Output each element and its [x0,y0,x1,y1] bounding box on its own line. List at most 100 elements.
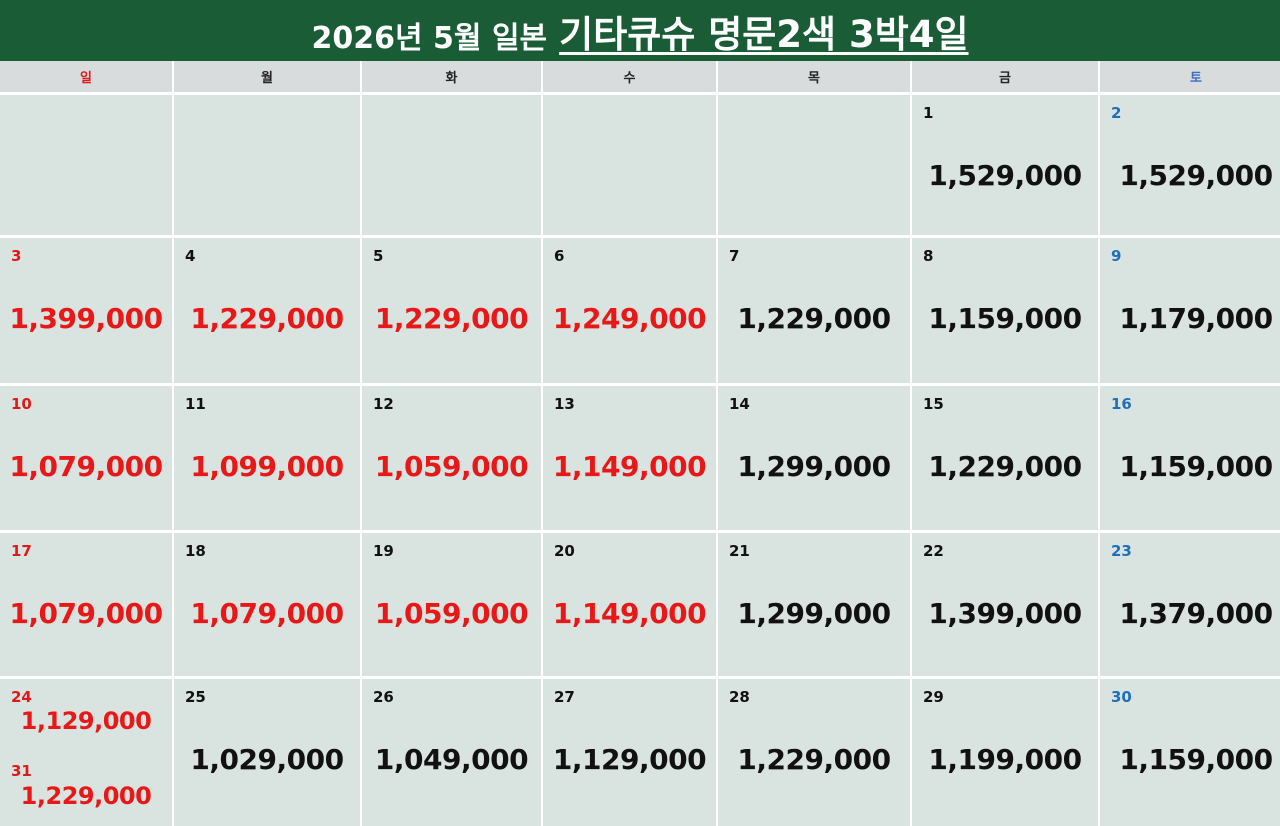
tour-price: 1,229,000 [737,743,891,776]
weekday-header-thu: 목 [718,61,910,92]
calendar-day-cell: 3 1,399,000 [0,238,172,383]
day-number: 24 [11,688,32,706]
calendar-day-cell: 16 1,159,000 [1100,386,1280,530]
tour-price: 1,029,000 [190,743,344,776]
day-number: 5 [373,247,384,265]
tour-price: 1,179,000 [1119,302,1273,335]
calendar-day-cell: 5 1,229,000 [362,238,541,383]
calendar-day-cell: 12 1,059,000 [362,386,541,530]
weekday-header-tue: 화 [362,61,541,92]
weekday-header-sat: 토 [1100,61,1280,92]
calendar-day-cell: 22 1,399,000 [912,533,1098,676]
tour-price: 1,049,000 [374,743,529,776]
tour-price: 1,079,000 [190,597,344,630]
tour-price: 1,249,000 [552,302,707,335]
day-number: 2 [1111,104,1122,122]
day-number: 16 [1111,395,1132,413]
weekday-header-mon: 월 [174,61,360,92]
tour-price: 1,149,000 [552,597,707,630]
day-number: 13 [554,395,575,413]
calendar-day-cell: 20 1,149,000 [543,533,716,676]
day-number: 10 [11,395,32,413]
tour-price: 1,229,000 [374,302,529,335]
tour-price: 1,129,000 [20,707,152,735]
day-number: 1 [923,104,934,122]
day-number: 25 [185,688,206,706]
tour-price: 1,299,000 [737,597,891,630]
tour-price: 1,299,000 [737,450,891,483]
day-number: 4 [185,247,196,265]
weekday-header-fri: 금 [912,61,1098,92]
calendar-day-cell: 8 1,159,000 [912,238,1098,383]
calendar-empty-cell [543,95,716,235]
weekday-header-wed: 수 [543,61,716,92]
day-number: 27 [554,688,575,706]
calendar-day-cell: 10 1,079,000 [0,386,172,530]
tour-price: 1,129,000 [552,743,707,776]
day-number: 3 [11,247,22,265]
day-number: 23 [1111,542,1132,560]
day-number: 7 [729,247,740,265]
tour-price: 1,229,000 [190,302,344,335]
day-number: 6 [554,247,565,265]
calendar-day-cell: 19 1,059,000 [362,533,541,676]
calendar-day-cell: 26 1,049,000 [362,679,541,826]
day-number: 9 [1111,247,1122,265]
calendar-empty-cell [0,95,172,235]
tour-price: 1,079,000 [9,597,163,630]
calendar-day-cell: 18 1,079,000 [174,533,360,676]
tour-price: 1,529,000 [928,159,1082,192]
tour-price: 1,159,000 [928,302,1082,335]
calendar-day-cell: 23 1,379,000 [1100,533,1280,676]
day-number: 18 [185,542,206,560]
calendar-day-cell: 9 1,179,000 [1100,238,1280,383]
tour-price: 1,399,000 [9,302,163,335]
day-number: 26 [373,688,394,706]
tour-price: 1,059,000 [374,597,529,630]
tour-price: 1,229,000 [737,302,891,335]
day-number: 28 [729,688,750,706]
calendar-day-cell: 15 1,229,000 [912,386,1098,530]
day-number: 17 [11,542,32,560]
calendar-day-cell: 28 1,229,000 [718,679,910,826]
calendar-day-cell: 4 1,229,000 [174,238,360,383]
calendar-day-cell: 1 1,529,000 [912,95,1098,235]
calendar-day-cell: 7 1,229,000 [718,238,910,383]
tour-price: 1,159,000 [1119,743,1273,776]
tour-price: 1,229,000 [20,782,152,810]
calendar-grid: 일 월 화 수 목 금 토 1 1,529,000 2 1,529,000 3 1,399… [0,61,1280,826]
calendar-day-cell: 25 1,029,000 [174,679,360,826]
title-main: 기타큐슈 명문2색 3박4일 [559,12,969,56]
day-number: 8 [923,247,934,265]
calendar-day-cell: 2 1,529,000 [1100,95,1280,235]
day-number: 15 [923,395,944,413]
tour-price: 1,149,000 [552,450,707,483]
calendar-day-cell: 13 1,149,000 [543,386,716,530]
tour-price: 1,099,000 [190,450,344,483]
calendar-empty-cell [174,95,360,235]
tour-price: 1,159,000 [1119,450,1273,483]
calendar-day-cell: 6 1,249,000 [543,238,716,383]
calendar-day-cell: 30 1,159,000 [1100,679,1280,826]
calendar-day-cell: 11 1,099,000 [174,386,360,530]
calendar-empty-cell [718,95,910,235]
calendar-day-cell: 21 1,299,000 [718,533,910,676]
tour-price: 1,059,000 [374,450,529,483]
day-number: 11 [185,395,206,413]
day-number: 21 [729,542,750,560]
calendar-empty-cell [362,95,541,235]
tour-price: 1,379,000 [1119,597,1273,630]
tour-price: 1,399,000 [928,597,1082,630]
tour-price: 1,199,000 [928,743,1082,776]
weekday-header-sun: 일 [0,61,172,92]
day-number: 20 [554,542,575,560]
calendar-day-cell: 14 1,299,000 [718,386,910,530]
title-bar: 2026년 5월 일본 기타큐슈 명문2색 3박4일 [0,0,1280,61]
day-number: 29 [923,688,944,706]
calendar-day-cell: 29 1,199,000 [912,679,1098,826]
day-number: 22 [923,542,944,560]
day-number: 31 [11,762,32,780]
day-number: 12 [373,395,394,413]
calendar-day-cell: 24 1,129,000 31 1,229,000 [0,679,172,826]
day-number: 30 [1111,688,1132,706]
